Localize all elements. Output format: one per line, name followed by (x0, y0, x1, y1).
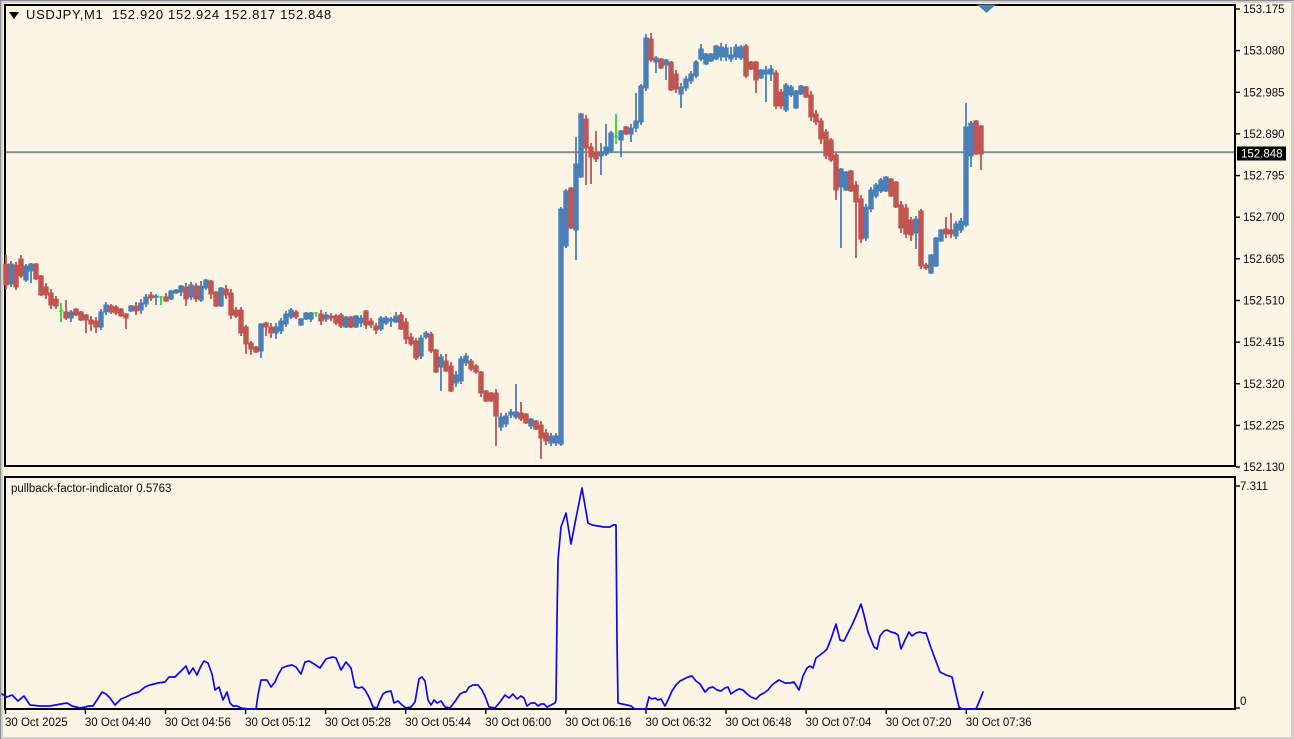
svg-text:152.130: 152.130 (1243, 462, 1285, 474)
svg-text:152.985: 152.985 (1243, 87, 1285, 99)
svg-text:30 Oct 2025: 30 Oct 2025 (5, 717, 68, 729)
svg-text:30 Oct 06:32: 30 Oct 06:32 (646, 717, 712, 729)
svg-text:30 Oct 06:00: 30 Oct 06:00 (485, 717, 551, 729)
svg-text:30 Oct 05:12: 30 Oct 05:12 (245, 717, 311, 729)
svg-text:30 Oct 04:56: 30 Oct 04:56 (165, 717, 231, 729)
svg-text:7.311: 7.311 (1240, 481, 1268, 493)
svg-text:152.795: 152.795 (1243, 171, 1285, 183)
svg-text:152.848: 152.848 (1241, 149, 1283, 161)
svg-text:30 Oct 04:40: 30 Oct 04:40 (85, 717, 151, 729)
svg-text:pullback-factor-indicator 0.57: pullback-factor-indicator 0.5763 (11, 483, 171, 495)
svg-text:0: 0 (1240, 696, 1246, 708)
svg-text:152.415: 152.415 (1243, 337, 1285, 349)
svg-text:152.605: 152.605 (1243, 254, 1285, 266)
svg-text:152.225: 152.225 (1243, 420, 1285, 432)
svg-text:30 Oct 05:44: 30 Oct 05:44 (405, 717, 471, 729)
svg-text:30 Oct 05:28: 30 Oct 05:28 (325, 717, 391, 729)
svg-text:30 Oct 07:36: 30 Oct 07:36 (966, 717, 1032, 729)
svg-text:153.175: 153.175 (1243, 4, 1285, 16)
svg-text:152.510: 152.510 (1243, 296, 1285, 308)
svg-text:USDJPY,M1 152.920 152.924 152: USDJPY,M1 152.920 152.924 152.817 152.84… (26, 7, 332, 22)
svg-text:152.890: 152.890 (1243, 129, 1285, 141)
svg-text:152.700: 152.700 (1243, 212, 1285, 224)
svg-text:30 Oct 06:48: 30 Oct 06:48 (726, 717, 792, 729)
svg-text:30 Oct 07:20: 30 Oct 07:20 (886, 717, 952, 729)
svg-text:152.320: 152.320 (1243, 379, 1285, 391)
svg-text:30 Oct 07:04: 30 Oct 07:04 (806, 717, 872, 729)
svg-text:30 Oct 06:16: 30 Oct 06:16 (565, 717, 631, 729)
svg-text:153.080: 153.080 (1243, 46, 1285, 58)
